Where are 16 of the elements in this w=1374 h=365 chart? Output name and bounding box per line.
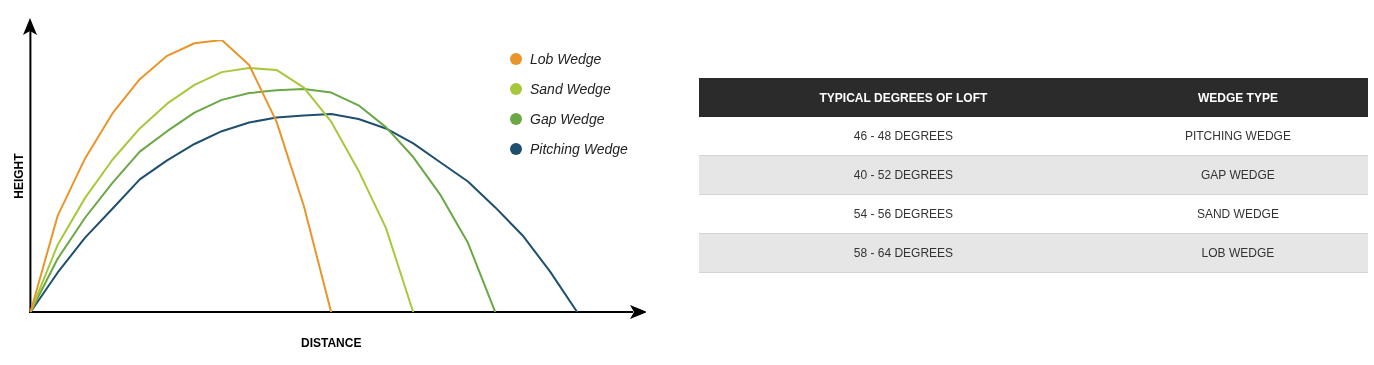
text: WEDGE TYPE (1107, 78, 1368, 117)
legend-label: Gap Wedge (530, 111, 605, 127)
text: GAP WEDGE (1107, 155, 1368, 195)
text: PITCHING WEDGE (1107, 117, 1368, 156)
text: 40 - 52 DEGREES (699, 155, 1108, 195)
text: 54 - 56 DEGREES (699, 194, 1108, 234)
text: 46 - 48 DEGREES (699, 117, 1108, 156)
y-axis-title: HEIGHT (11, 152, 26, 199)
text: LOB WEDGE (1107, 233, 1368, 273)
text: 58 - 64 DEGREES (699, 233, 1108, 273)
x-axis-title: DISTANCE (300, 336, 362, 351)
text: SAND WEDGE (1107, 194, 1368, 234)
text: TYPICAL DEGREES OF LOFT (699, 78, 1108, 117)
legend-label: Sand Wedge (530, 81, 611, 97)
legend-label: Lob Wedge (530, 51, 602, 67)
legend-label: Pitching Wedge (530, 141, 628, 157)
